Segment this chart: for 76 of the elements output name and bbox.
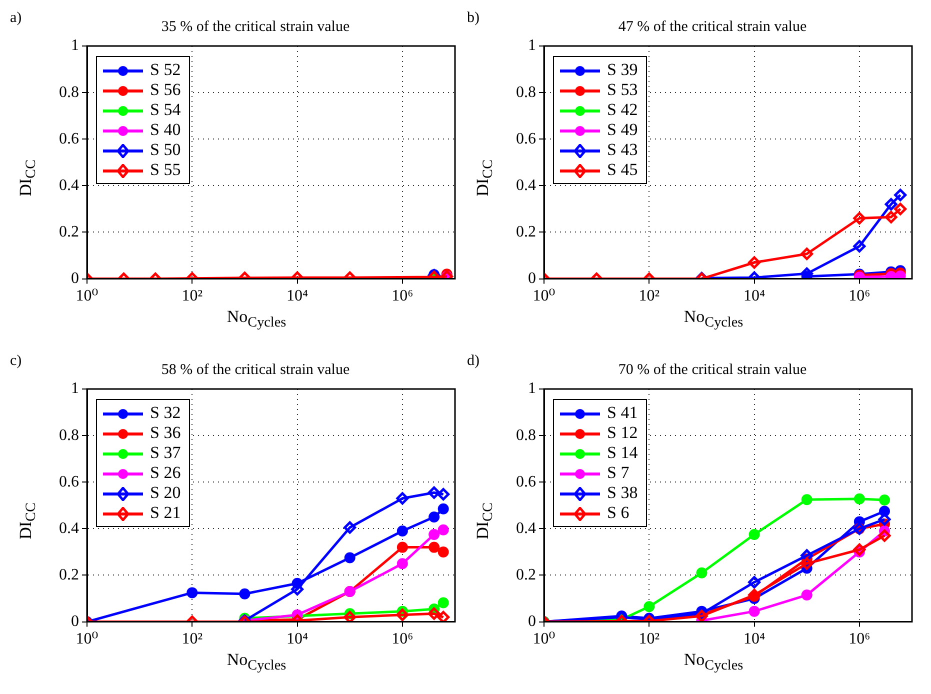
y-tick-label: 0 [71,613,79,630]
y-tick-label: 0.6 [516,473,536,490]
legend-label: S 26 [150,463,181,482]
legend-label: S 7 [607,463,630,482]
legend-label: S 56 [150,80,181,99]
legend-label: S 43 [607,140,638,159]
y-tick-label: 0.8 [59,84,79,101]
x-tick-label: 10⁶ [848,288,870,305]
y-tick-label: 0.4 [59,176,79,194]
legend-label: S 20 [150,483,181,502]
legend-label: S 39 [607,60,638,79]
legend-label: S 21 [150,503,181,522]
x-tick-label: 10⁰ [532,288,556,305]
y-tick-label: 1 [528,380,536,398]
y-tick-label: 0.4 [516,176,536,194]
legend-label: S 50 [150,140,181,159]
legend-label: S 40 [150,120,181,139]
y-tick-label: 0.6 [516,130,536,148]
chart-title: 58 % of the critical strain value [161,362,350,378]
legend-label: S 41 [607,403,638,422]
y-tick-label: 1 [71,380,79,398]
x-axis-title: No$_{Cycles}$ [682,307,744,332]
x-tick-label: 10⁰ [532,630,556,648]
y-tick-label: 0.6 [59,473,79,490]
y-tick-label: 0.8 [516,426,536,444]
legend-label: S 38 [607,483,638,502]
legend-label: S 54 [150,100,181,119]
y-tick-label: 0.4 [516,520,536,537]
legend-label: S 49 [607,120,638,139]
chart-title: 70 % of the critical strain value [618,362,807,378]
y-tick-label: 0.4 [59,520,79,537]
legend-label: S 36 [150,423,181,442]
legend-label: S 55 [150,160,181,179]
x-tick-label: 10² [182,630,203,648]
x-tick-label: 10² [182,288,203,305]
y-tick-label: 0 [71,270,79,288]
legend-label: S 14 [607,443,638,462]
legend-label: S 12 [607,423,638,442]
y-tick-label: 0.2 [59,566,79,584]
y-tick-label: 0.2 [59,223,79,240]
legend-label: S 53 [607,80,638,99]
x-axis-title: No$_{Cycles}$ [226,307,288,332]
x-tick-label: 10⁴ [286,288,308,305]
y-tick-label: 0.2 [516,566,536,584]
x-tick-label: 10⁶ [848,630,870,648]
text: c) [10,353,22,370]
legend-label: S 6 [607,503,630,522]
x-tick-label: 10⁰ [76,288,98,305]
x-tick-label: 10⁴ [743,288,766,305]
text: d) [467,353,480,370]
chart-title: 47 % of the critical strain value [618,18,807,35]
text: b) [467,10,480,27]
x-axis-title: No$_{Cycles}$ [682,650,744,674]
x-tick-label: 10⁶ [392,630,414,648]
text: a) [10,10,22,27]
legend-label: S 32 [150,403,181,422]
x-tick-label: 10² [638,630,660,648]
y-tick-label: 0 [528,613,536,630]
x-tick-label: 10⁶ [392,288,414,305]
legend-label: S 42 [607,100,638,119]
y-tick-label: 1 [71,37,79,54]
legend-label: S 45 [607,160,638,179]
chart-title: 35 % of the critical strain value [161,18,350,35]
y-tick-label: 0.8 [59,426,79,444]
x-tick-label: 10⁴ [743,630,766,648]
y-tick-label: 1 [528,37,536,54]
legend-label: S 37 [150,443,181,462]
y-tick-label: 0.6 [59,130,79,148]
legend-label: S 52 [150,60,181,79]
x-axis-title: No$_{Cycles}$ [226,650,288,674]
x-tick-label: 10⁴ [286,630,308,648]
y-tick-label: 0.2 [516,223,536,240]
y-tick-label: 0.8 [516,84,536,101]
y-tick-label: 0 [528,270,536,288]
x-tick-label: 10⁰ [76,630,98,648]
x-tick-label: 10² [638,288,660,305]
